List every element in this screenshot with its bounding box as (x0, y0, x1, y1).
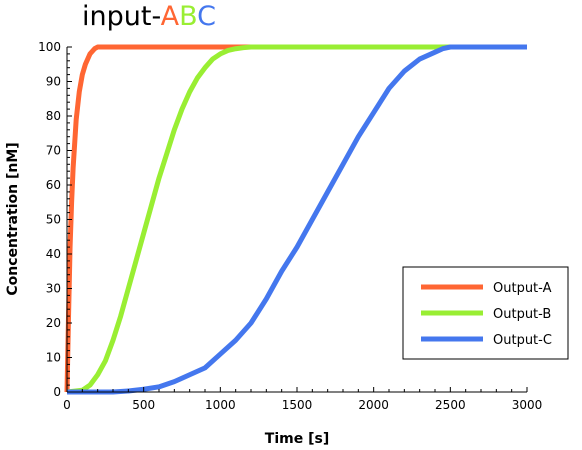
x-axis-title: Time [s] (265, 431, 329, 447)
series-line-output-a (64, 44, 451, 393)
title-letter-c: C (197, 1, 217, 32)
title-letter-b: B (179, 1, 198, 32)
legend-label-output-b: Output-B (493, 307, 551, 322)
legend-label-output-c: Output-C (493, 333, 552, 348)
y-tick-label: 80 (46, 109, 61, 123)
y-tick-label: 90 (46, 75, 61, 89)
series-layer (64, 44, 527, 395)
y-tick-label: 60 (46, 178, 61, 192)
series-line-output-c (67, 44, 527, 395)
x-tick-label: 2000 (358, 398, 389, 412)
y-tick-label: 0 (53, 385, 61, 399)
x-tick-label: 1500 (282, 398, 313, 412)
series-line-output-b (66, 44, 451, 395)
axes-layer: 0 500 1000 1500 2000 2500 3000 0 10 20 30 40 50 60 70 8… (38, 40, 542, 412)
x-tick-label: 0 (63, 398, 71, 412)
y-tick-label: 70 (46, 144, 61, 158)
x-tick-label: 500 (132, 398, 155, 412)
y-tick-label: 50 (46, 213, 61, 227)
y-tick-label: 100 (38, 40, 61, 54)
y-tick-label: 30 (46, 282, 61, 296)
legend-label-output-a: Output-A (493, 281, 552, 296)
y-tick-label: 10 (46, 351, 61, 365)
x-tick-label: 2500 (435, 398, 466, 412)
x-tick-label: 1000 (205, 398, 236, 412)
x-tick-label: 3000 (512, 398, 543, 412)
legend: Output-A Output-B Output-C (402, 266, 569, 360)
chart-title: input-ABC (82, 0, 216, 34)
y-tick-label: 20 (46, 316, 61, 330)
title-letter-a: A (160, 1, 180, 32)
y-tick-label: 40 (46, 247, 61, 261)
title-prefix: input- (82, 1, 161, 32)
y-axis-title: Concentration [nM] (5, 142, 21, 295)
